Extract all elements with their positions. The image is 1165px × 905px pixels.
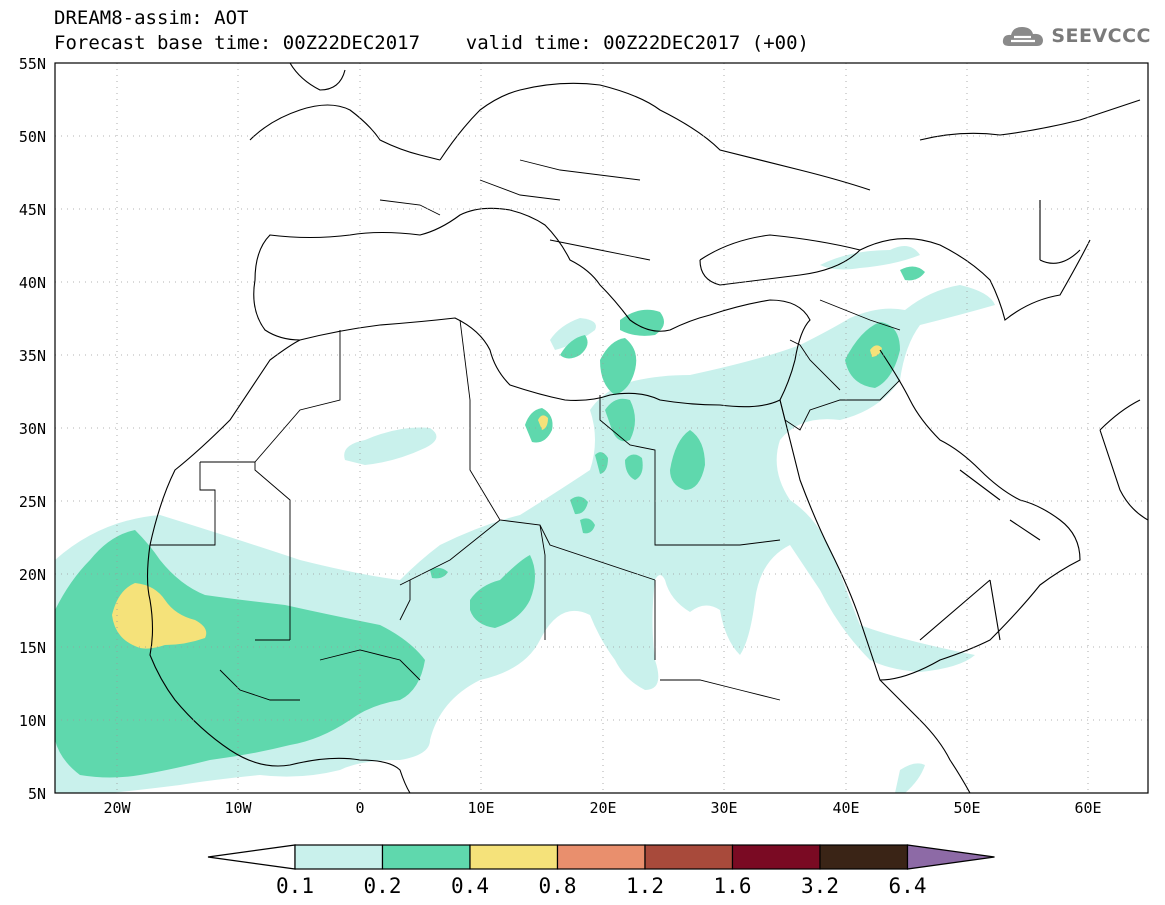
cloud-logo-icon [1003,27,1044,46]
lon-label: 30E [710,799,737,817]
longitude-labels: 20W 10W 0 10E 20E 30E 40E 50E 60E [103,799,1101,817]
lat-label: 45N [19,201,46,219]
colorbar-over-arrow [906,844,995,870]
colorbar-segment [556,844,646,870]
map-frame [54,62,1149,794]
lat-label: 35N [19,347,46,365]
country-borders [150,159,901,701]
colorbar-tick-label: 0.2 [364,874,402,898]
colorbar-tick-label: 3.2 [801,874,839,898]
colorbar-segment [294,844,384,870]
coastlines [146,63,1148,793]
lat-label: 50N [19,128,46,146]
colorbar-segment [644,844,734,870]
logo-text: SEEVCCC [1051,25,1151,47]
lon-label: 0 [355,799,364,817]
forecast-times: Forecast base time: 00Z22DEC2017 valid t… [54,32,809,54]
seevccc-logo: SEEVCCC [1001,22,1151,50]
lat-label: 5N [28,785,46,803]
lat-label: 40N [19,274,46,292]
lon-label: 40E [832,799,859,817]
lon-label: 20E [589,799,616,817]
lon-label: 20W [103,799,131,817]
lat-label: 25N [19,493,46,511]
lat-label: 10N [19,712,46,730]
colorbar-under-arrow [207,844,296,870]
graticule [55,63,1148,793]
colorbar-segment [819,844,909,870]
lat-label: 30N [19,420,46,438]
lon-label: 10W [224,799,252,817]
lat-label: 20N [19,566,46,584]
colorbar-tick-label: 0.4 [451,874,489,898]
colorbar-tick-label: 6.4 [889,874,927,898]
colorbar-tick-label: 1.6 [714,874,752,898]
colorbar-segment [469,844,559,870]
latitude-labels: 55N 50N 45N 40N 35N 30N 25N 20N 15N 10N … [19,55,46,803]
lon-label: 60E [1074,799,1101,817]
colorbar-tick-label: 0.1 [276,874,314,898]
colorbar-tick-label: 1.2 [626,874,664,898]
lat-label: 55N [19,55,46,73]
colorbar-tick-label: 0.8 [539,874,577,898]
lon-label: 50E [953,799,980,817]
lon-label: 10E [467,799,494,817]
colorbar-segment [381,844,471,870]
aot-field-high [112,345,882,649]
lat-label: 15N [19,639,46,657]
map-title: DREAM8-assim: AOT [54,7,249,29]
colorbar-segment [731,844,821,870]
